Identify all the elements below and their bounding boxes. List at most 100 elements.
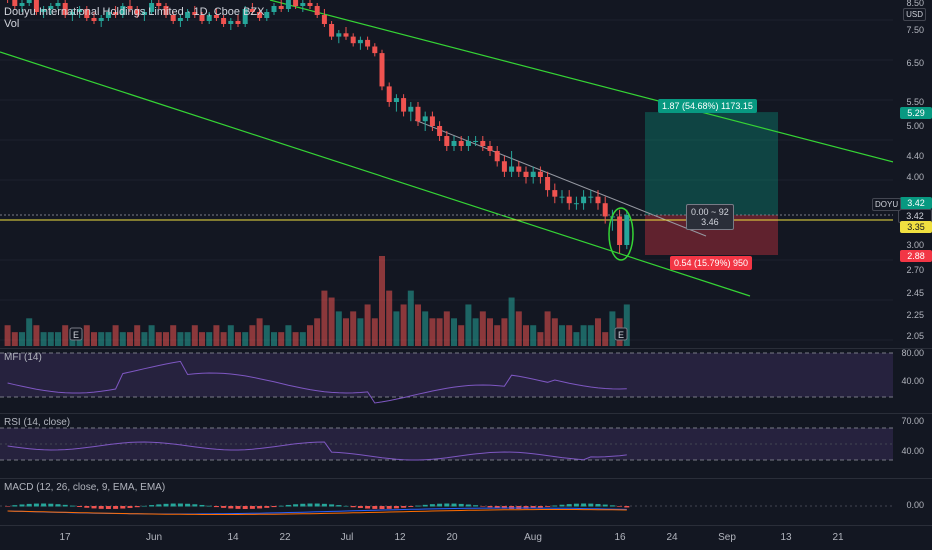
volume-bar [285,325,292,346]
volume-bar [530,325,537,346]
macd-histogram-bar [624,506,630,508]
candle-body [393,98,399,102]
time-tick: Sep [718,532,736,543]
macd-histogram-bar [285,504,291,507]
time-tick: 21 [832,532,844,543]
macd-histogram-bar [300,503,306,507]
macd-histogram-bar [559,504,565,507]
position-stop-label[interactable]: 0.54 (15.79%) 950 [670,256,753,270]
volume-bar [112,325,119,346]
volume-bar [343,318,349,346]
time-tick: 14 [227,532,239,543]
price-axis[interactable]: 8.50 USD 7.50 6.50 5.50 5.29 5.00 4.40 4… [893,0,932,348]
macd-histogram-bar [321,503,327,507]
candle-body [379,53,385,87]
volume-bar [393,311,400,346]
position-center-label[interactable]: 0.00 ~ 92 3.46 [686,204,734,230]
volume-bar [415,304,421,346]
volume-bar [451,318,457,346]
time-tick: Aug [524,532,542,543]
volume-bar [537,332,544,346]
candle-body [386,86,392,102]
candle-body [307,3,313,6]
macd-histogram-bar [307,503,313,507]
time-tick: 17 [59,532,71,543]
macd-histogram-bar [228,506,234,509]
time-tick: 24 [666,532,678,543]
candle-body [422,116,428,122]
candle-body [314,6,320,15]
macd-histogram-bar [12,505,18,507]
volume-bar [429,318,436,346]
rsi-pane[interactable]: RSI (14, close) [0,414,893,478]
price-tick: 3.00 [906,240,924,250]
macd-histogram-bar [429,504,435,507]
macd-histogram-bar [41,503,47,507]
volume-bar [184,332,191,346]
candle-body [415,106,421,122]
price-tick: 5.00 [906,121,924,131]
macd-histogram-bar [530,506,536,509]
macd-histogram-bar [357,506,363,508]
candle-body [509,166,515,172]
price-tick: 4.00 [906,172,924,182]
volume-bar [62,325,69,346]
macd-histogram-bar [249,506,255,509]
macd-histogram-bar [293,504,299,507]
candle-body [163,6,169,15]
macd-histogram-bar [213,506,219,508]
pane-separator[interactable] [0,413,932,414]
volume-bar [487,318,493,346]
volume-bar [127,332,133,346]
candle-body [494,151,500,162]
macd-histogram-bar [336,505,342,507]
candle-body [480,141,486,146]
pane-separator[interactable] [0,478,932,479]
mfi-line [7,360,627,404]
mfi-pane[interactable]: MFI (14) [0,349,893,413]
candle-body [62,3,68,15]
time-tick: 22 [279,532,291,543]
macd-histogram-bar [141,505,147,507]
macd-histogram-bar [163,503,169,507]
macd-histogram-bar [264,506,270,508]
time-tick: 13 [780,532,792,543]
time-axis[interactable]: 17 Jun 14 22 Jul 12 20 Aug 16 24 Sep 13 … [0,526,893,550]
time-tick: 12 [394,532,406,543]
volume-bar [602,332,609,346]
candle-body [69,12,75,15]
candle-body [437,126,443,136]
macd-histogram-bar [480,506,486,507]
candle-body [530,171,536,177]
rsi-line [7,441,627,461]
macd-pane[interactable]: MACD (12, 26, close, 9, EMA, EMA) [0,479,893,525]
mfi-tick: 40.00 [901,376,924,386]
position-target-label[interactable]: 1.87 (54.68%) 1173.15 [658,99,757,113]
volume-bar [278,332,285,346]
macd-tick: 0.00 [906,500,924,510]
chart-title: Douyu International Holdings Limited · 1… [4,6,265,18]
candle-body [617,216,623,245]
macd-histogram-bar [271,506,277,508]
price-tick: 2.05 [906,331,924,341]
macd-histogram-bar [545,506,551,507]
candle-body [566,196,572,204]
candle-body [444,136,450,146]
candle-body [516,166,522,172]
candle-body [228,21,234,24]
volume-bar [371,318,378,346]
macd-histogram-bar [177,503,183,507]
macd-histogram-bar [33,503,39,507]
candle-body [523,171,529,177]
volume-bar [134,325,141,346]
macd-histogram-bar [257,506,263,509]
pane-separator[interactable] [0,348,932,349]
volume-bar [321,290,328,346]
candle-body [264,12,270,18]
macd-histogram-bar [192,504,198,507]
volume-bar [386,290,393,346]
trend-line [414,119,707,237]
macd-histogram-bar [516,506,522,509]
